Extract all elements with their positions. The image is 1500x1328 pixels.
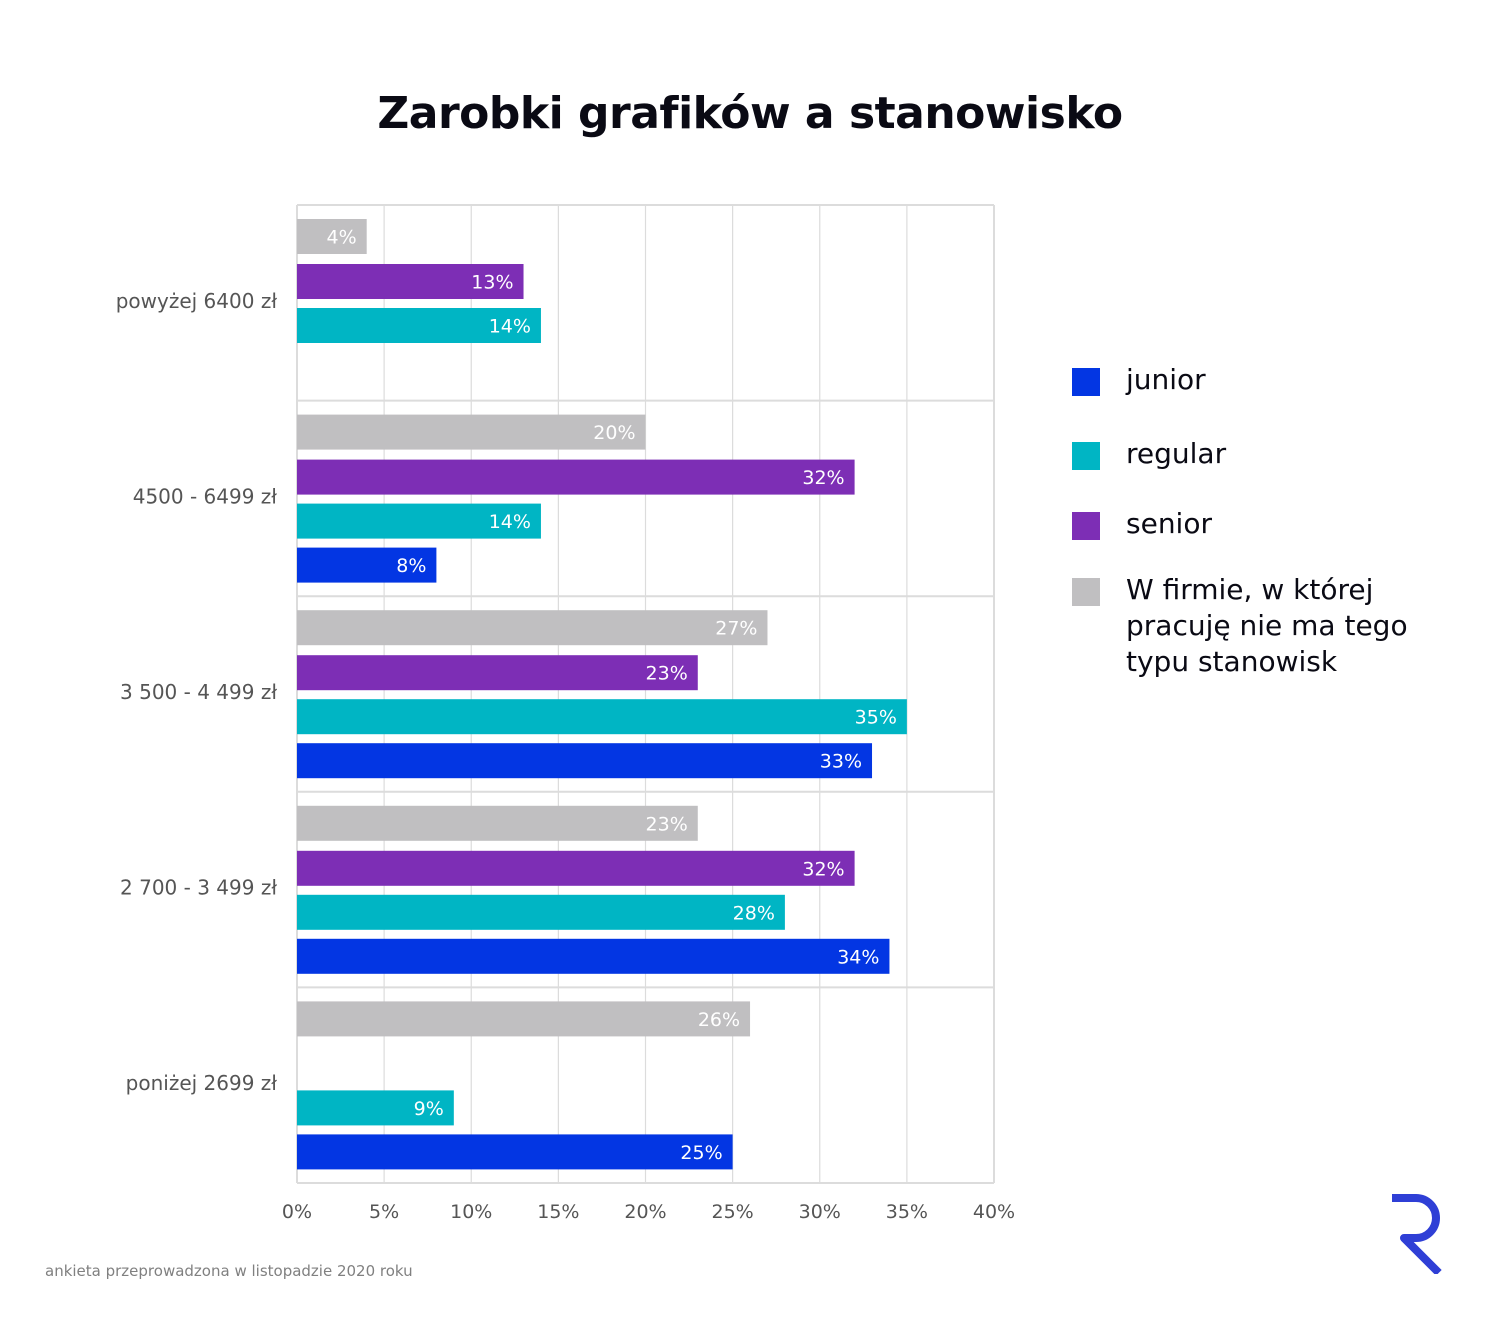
x-tick-label: 10% — [450, 1201, 492, 1223]
bar-value-label: 32% — [802, 858, 844, 880]
bar-senior — [297, 264, 524, 299]
legend-label: junior — [1126, 363, 1206, 396]
category-label: powyżej 6400 zł — [116, 289, 278, 313]
bar-value-label: 13% — [471, 272, 513, 294]
x-tick-label: 25% — [712, 1201, 754, 1223]
bar-value-label: 23% — [646, 813, 688, 835]
bar-value-label: 25% — [680, 1142, 722, 1164]
legend-label: regular — [1126, 437, 1227, 470]
bar-value-label: 26% — [698, 1009, 740, 1031]
bar-junior — [297, 547, 437, 583]
legend-swatch — [1072, 512, 1100, 540]
bar-regular — [297, 503, 541, 539]
legend-swatch — [1072, 368, 1100, 396]
chart-title: Zarobki grafików a stanowisko — [377, 88, 1123, 139]
bar-none — [297, 219, 367, 254]
bar-value-label: 14% — [489, 316, 531, 338]
bar-none — [297, 1001, 751, 1037]
category-label: poniżej 2699 zł — [126, 1071, 278, 1095]
bar-value-label: 28% — [733, 902, 775, 924]
bar-regular — [297, 894, 785, 930]
bar-value-label: 27% — [715, 618, 757, 640]
bar-senior — [297, 459, 855, 495]
bar-regular — [297, 1090, 454, 1126]
category-label: 3 500 - 4 499 zł — [120, 680, 277, 704]
bar-value-label: 4% — [327, 227, 357, 249]
x-tick-label: 35% — [886, 1201, 928, 1223]
category-label: 4500 - 6499 zł — [133, 484, 278, 508]
bar-junior — [297, 1134, 733, 1170]
bar-value-label: 34% — [837, 946, 879, 968]
bar-junior — [297, 938, 890, 974]
x-tick-label: 0% — [282, 1201, 312, 1223]
legend-swatch — [1072, 578, 1100, 606]
bar-regular — [297, 699, 907, 735]
x-tick-label: 40% — [973, 1201, 1015, 1223]
bar-none — [297, 610, 768, 646]
x-tick-label: 15% — [537, 1201, 579, 1223]
bar-value-label: 14% — [489, 511, 531, 533]
bar-value-label: 23% — [646, 663, 688, 685]
x-tick-label: 30% — [799, 1201, 841, 1223]
x-tick-label: 5% — [369, 1201, 399, 1223]
bar-none — [297, 805, 698, 841]
bar-junior — [297, 743, 873, 779]
bar-value-label: 33% — [820, 751, 862, 773]
bar-value-label: 20% — [593, 422, 635, 444]
bar-none — [297, 414, 646, 450]
bar-value-label: 35% — [855, 707, 897, 729]
bar-value-label: 8% — [396, 555, 426, 577]
x-tick-label: 20% — [624, 1201, 666, 1223]
bar-senior — [297, 850, 855, 886]
legend-label: senior — [1126, 507, 1212, 540]
legend-label: W firmie, w której pracuję nie ma tego t… — [1126, 573, 1408, 678]
bar-regular — [297, 308, 541, 343]
brand-logo: R — [1392, 1194, 1442, 1274]
category-label: 2 700 - 3 499 zł — [120, 876, 277, 900]
bar-value-label: 9% — [414, 1098, 444, 1120]
legend-swatch — [1072, 442, 1100, 470]
bar-value-label: 32% — [802, 467, 844, 489]
bar-senior — [297, 655, 698, 691]
footer-note: ankieta przeprowadzona w listopadzie 202… — [45, 1262, 413, 1280]
